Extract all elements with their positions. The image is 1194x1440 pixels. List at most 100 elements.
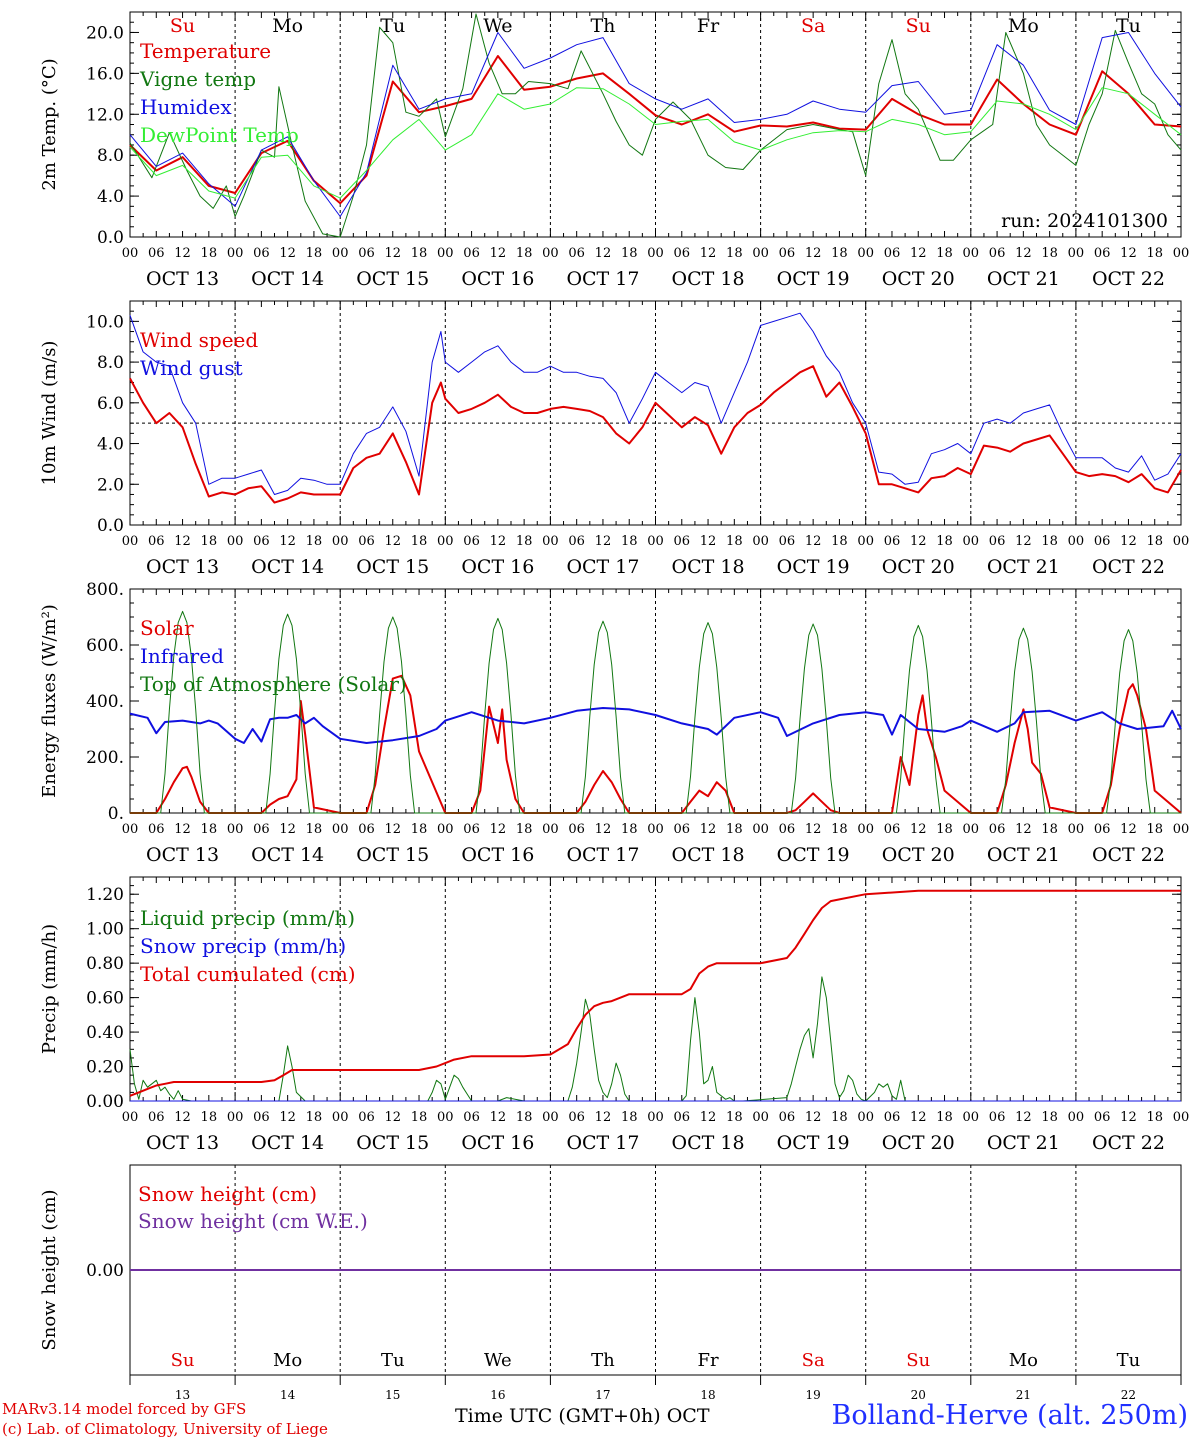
hour-tick-label: 18 bbox=[1041, 822, 1058, 837]
legend-label: Solar bbox=[140, 616, 194, 640]
hour-tick-label: 00 bbox=[227, 1110, 244, 1125]
series-line-temp-0 bbox=[129, 55, 1182, 205]
hour-tick-label: 12 bbox=[490, 246, 507, 261]
hour-tick-label: 00 bbox=[122, 246, 139, 261]
hour-tick-label: 12 bbox=[595, 822, 612, 837]
hour-tick-label: 06 bbox=[989, 246, 1006, 261]
hour-tick-label: 18 bbox=[726, 534, 743, 549]
y-tick-label: 0. bbox=[108, 804, 124, 824]
hour-tick-label: 06 bbox=[148, 822, 165, 837]
hour-tick-label: 12 bbox=[279, 1110, 296, 1125]
hour-tick-label: 00 bbox=[437, 246, 454, 261]
series-line-energy-0 bbox=[130, 674, 1182, 814]
y-tick-label: 12.0 bbox=[86, 105, 124, 125]
date-label: OCT 19 bbox=[777, 1132, 850, 1154]
hour-tick-label: 18 bbox=[726, 1110, 743, 1125]
day-number-label: 18 bbox=[700, 1388, 715, 1402]
hour-tick-label: 18 bbox=[516, 534, 533, 549]
hour-tick-label: 18 bbox=[621, 246, 638, 261]
hour-tick-label: 18 bbox=[306, 246, 323, 261]
hour-tick-label: 06 bbox=[674, 534, 691, 549]
hour-tick-label: 00 bbox=[332, 822, 349, 837]
date-label: OCT 17 bbox=[566, 556, 639, 578]
hour-tick-label: 00 bbox=[542, 1110, 559, 1125]
date-label: OCT 16 bbox=[461, 556, 534, 578]
hour-tick-label: 00 bbox=[1173, 822, 1190, 837]
hour-tick-label: 06 bbox=[568, 1110, 585, 1125]
hour-tick-label: 00 bbox=[122, 534, 139, 549]
hour-tick-label: 00 bbox=[857, 822, 874, 837]
y-tick-label: 0.0 bbox=[97, 228, 124, 248]
hour-tick-label: 06 bbox=[674, 1110, 691, 1125]
hour-tick-label: 06 bbox=[148, 1110, 165, 1125]
hour-tick-label: 00 bbox=[542, 534, 559, 549]
hour-tick-label: 00 bbox=[542, 246, 559, 261]
hour-tick-label: 06 bbox=[358, 534, 375, 549]
panel-energy: 0. 200. 400. 600. 800. Energy fluxes (W/m²) So… bbox=[39, 580, 1189, 866]
hour-tick-label: 00 bbox=[647, 822, 664, 837]
hour-tick-label: 00 bbox=[963, 1110, 980, 1125]
hour-tick-label: 12 bbox=[595, 1110, 612, 1125]
date-label: OCT 17 bbox=[566, 844, 639, 866]
legend-label: Snow height (cm W.E.) bbox=[138, 1209, 368, 1233]
panel-wind: 0.0 2.0 4.0 6.0 8.0 10.0 10m Wind (m/s) Wind sp… bbox=[39, 300, 1189, 578]
hour-tick-label: 06 bbox=[568, 822, 585, 837]
date-label: OCT 17 bbox=[566, 1132, 639, 1154]
hour-tick-label: 18 bbox=[411, 534, 428, 549]
hour-tick-label: 06 bbox=[779, 246, 796, 261]
date-label: OCT 16 bbox=[461, 844, 534, 866]
day-number-label: 20 bbox=[911, 1388, 926, 1402]
y-tick-label: 600. bbox=[86, 636, 124, 656]
series-line-energy-1 bbox=[129, 707, 1182, 744]
date-label: OCT 22 bbox=[1092, 556, 1165, 578]
hour-tick-label: 06 bbox=[884, 534, 901, 549]
y-axis-label: 2m Temp. (°C) bbox=[39, 58, 60, 190]
hour-tick-label: 18 bbox=[936, 1110, 953, 1125]
date-label: OCT 13 bbox=[146, 268, 219, 290]
date-label: OCT 22 bbox=[1092, 844, 1165, 866]
weekday-label: Fr bbox=[698, 1350, 719, 1371]
y-tick-label: 200. bbox=[86, 748, 124, 768]
hour-tick-label: 12 bbox=[490, 822, 507, 837]
day-number-label: 15 bbox=[385, 1388, 400, 1402]
hour-tick-label: 06 bbox=[358, 822, 375, 837]
weekday-label: Mo bbox=[1008, 15, 1039, 37]
hour-tick-label: 06 bbox=[779, 1110, 796, 1125]
hour-tick-label: 06 bbox=[568, 246, 585, 261]
hour-tick-label: 18 bbox=[516, 246, 533, 261]
y-tick-label: 1.20 bbox=[86, 885, 124, 905]
date-label: OCT 18 bbox=[672, 1132, 745, 1154]
date-label: OCT 14 bbox=[251, 556, 324, 578]
hour-tick-label: 12 bbox=[1015, 534, 1032, 549]
series-line-energy-2 bbox=[130, 610, 1181, 814]
legend-label: Infrared bbox=[140, 644, 224, 668]
hour-tick-label: 12 bbox=[1120, 246, 1137, 261]
hour-tick-label: 18 bbox=[1146, 822, 1163, 837]
weekday-label: Mo bbox=[273, 1350, 302, 1371]
date-label: OCT 19 bbox=[777, 556, 850, 578]
hour-tick-label: 12 bbox=[384, 822, 401, 837]
date-label: OCT 15 bbox=[356, 844, 429, 866]
hour-tick-label: 06 bbox=[674, 822, 691, 837]
date-label: OCT 20 bbox=[882, 1132, 955, 1154]
hour-tick-label: 12 bbox=[700, 822, 717, 837]
hour-tick-label: 00 bbox=[437, 534, 454, 549]
date-label: OCT 21 bbox=[987, 268, 1060, 290]
hour-tick-label: 00 bbox=[857, 246, 874, 261]
hour-tick-label: 06 bbox=[253, 1110, 270, 1125]
y-tick-label: 8.0 bbox=[97, 146, 124, 166]
y-tick-label: 1.00 bbox=[86, 920, 124, 940]
hour-tick-label: 00 bbox=[647, 534, 664, 549]
hour-tick-label: 12 bbox=[279, 822, 296, 837]
hour-tick-label: 12 bbox=[910, 534, 927, 549]
hour-tick-label: 06 bbox=[253, 246, 270, 261]
weekday-label: Su bbox=[906, 15, 931, 37]
date-label: OCT 22 bbox=[1092, 1132, 1165, 1154]
series-line-temp-2 bbox=[129, 32, 1182, 217]
day-number-label: 14 bbox=[280, 1388, 296, 1402]
hour-tick-label: 00 bbox=[122, 822, 139, 837]
date-label: OCT 19 bbox=[777, 844, 850, 866]
hour-tick-label: 00 bbox=[122, 1110, 139, 1125]
day-number-label: 16 bbox=[490, 1388, 505, 1402]
hour-tick-label: 00 bbox=[752, 534, 769, 549]
